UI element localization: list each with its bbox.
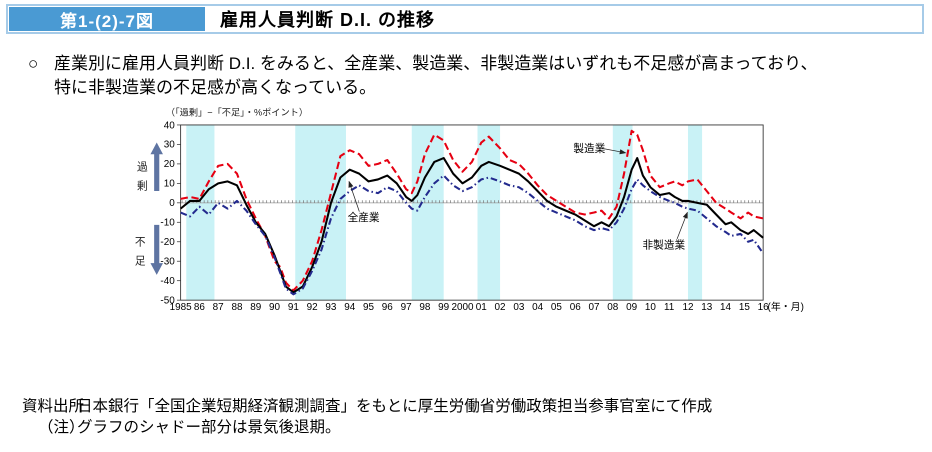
figure-number-tag: 第1-(2)-7図: [9, 7, 205, 31]
source-text: 日本銀行「全国企業短期経済観測調査」をもとに厚生労働省労働政策担当参事官室にて作…: [77, 398, 713, 415]
series-lines: [179, 129, 764, 296]
x-tick-label: 10: [645, 302, 657, 313]
x-tick-label: 01: [476, 302, 488, 313]
x-tick-label: 97: [401, 302, 413, 313]
zero-line: [180, 200, 764, 204]
bullet-circle-icon: ○: [28, 54, 39, 73]
x-tick-label: 93: [325, 302, 337, 313]
recession-shading-bands: [186, 124, 703, 301]
x-tick-label: 95: [363, 302, 375, 313]
series-label-製造業: 製造業: [573, 142, 605, 155]
figure-header: 第1-(2)-7図 雇用人員判断 D.I. の推移: [6, 4, 924, 34]
shortage-label: 不足: [135, 236, 146, 267]
description-paragraph: ○ 産業別に雇用人員判断 D.I. をみると、全産業、製造業、非製造業はいずれも…: [28, 52, 918, 99]
x-tick-label: 05: [551, 302, 563, 313]
x-tick-label: 88: [231, 302, 243, 313]
series-label-非製造業: 非製造業: [643, 238, 686, 251]
shortage-down-arrow-icon: [150, 224, 163, 275]
x-tick-label: 11: [664, 302, 675, 313]
description-line-2: 特に非製造業の不足感が高くなっている。: [54, 77, 377, 97]
x-tick-label: 2000: [451, 302, 474, 313]
series-line-全産業: [179, 157, 764, 294]
x-tick-label: 89: [250, 302, 262, 313]
series-line-非製造業: [180, 174, 764, 296]
note-label: （注）: [38, 419, 85, 436]
recession-band: [687, 124, 703, 301]
y-axis-unit-label: （「過剰」−「不足」・%ポイント）: [166, 106, 308, 117]
series-label-全産業: 全産業: [348, 211, 380, 224]
y-tick-label: 40: [164, 120, 176, 131]
excess-up-arrow-icon: [150, 142, 163, 192]
y-tick-label: -40: [160, 276, 175, 287]
recession-band: [477, 124, 501, 301]
y-tick-label: 0: [169, 198, 175, 209]
x-axis-suffix-label: (年・月): [768, 300, 804, 313]
recession-band: [295, 124, 346, 301]
x-tick-label: 94: [344, 302, 356, 313]
x-tick-label: 08: [607, 302, 619, 313]
source-block: 資料出所 日本銀行「全国企業短期経済観測調査」をもとに厚生労働省労働政策担当参事…: [22, 396, 922, 438]
employment-di-line-chart: （「過剰」−「不足」・%ポイント） 40 30 20 10 0 -10 -20 -30 -40 -…: [135, 106, 804, 313]
x-tick-label: 09: [626, 302, 638, 313]
series-line-製造業: [180, 129, 764, 292]
x-tick-label: 02: [495, 302, 507, 313]
y-tick-label: -30: [160, 257, 175, 268]
y-tick-label: 20: [164, 159, 176, 170]
figure-title: 雇用人員判断 D.I. の推移: [220, 10, 436, 30]
x-tick-label: 91: [288, 302, 300, 313]
x-tick-label: 03: [513, 302, 525, 313]
x-tick-label: 87: [213, 302, 225, 313]
y-tick-label: -50: [160, 295, 175, 306]
x-tick-label: 04: [532, 302, 544, 313]
x-tick-label: 90: [269, 302, 281, 313]
x-tick-label: 07: [589, 302, 601, 313]
x-tick-label: 86: [194, 302, 206, 313]
x-tick-label: 13: [701, 302, 713, 313]
note-text: グラフのシャドー部分は景気後退期。: [77, 419, 341, 436]
y-tick-label: -10: [160, 218, 175, 229]
x-tick-label: 92: [307, 302, 319, 313]
x-tick-label: 1985: [170, 302, 193, 313]
x-tick-label: 15: [739, 302, 751, 313]
y-tick-label: 10: [164, 179, 176, 190]
source-label: 資料出所: [22, 398, 85, 415]
x-tick-label: 96: [382, 302, 394, 313]
y-tick-label: 30: [164, 140, 176, 151]
x-tick-label: 99: [438, 302, 450, 313]
x-tick-label: 06: [570, 302, 582, 313]
x-tick-label: 16: [758, 302, 770, 313]
recession-band: [411, 124, 444, 301]
x-tick-label: 14: [720, 302, 732, 313]
description-line-1: 産業別に雇用人員判断 D.I. をみると、全産業、製造業、非製造業はいずれも不足…: [54, 54, 818, 73]
y-tick-label: -20: [160, 237, 175, 248]
x-tick-label: 98: [419, 302, 431, 313]
excess-label: 過剰: [137, 161, 148, 192]
x-tick-label: 12: [682, 302, 694, 313]
